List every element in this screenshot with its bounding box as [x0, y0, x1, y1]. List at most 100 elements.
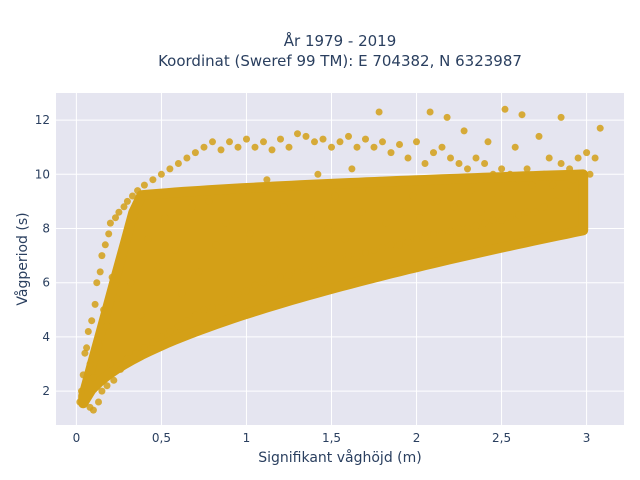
- scatter-point-187: [557, 113, 565, 121]
- scatter-point-161: [481, 160, 489, 167]
- scatter-point-179: [532, 176, 540, 184]
- scatter-point-101: [311, 138, 318, 146]
- data-points: [76, 105, 604, 414]
- scatter-point-165: [489, 216, 497, 224]
- scatter-point-134: [404, 154, 412, 162]
- scatter-point-20: [101, 241, 109, 249]
- scatter-point-138: [413, 235, 420, 243]
- scatter-point-163: [484, 138, 492, 146]
- scatter-point-147: [438, 230, 446, 238]
- scatter-point-60: [191, 311, 199, 319]
- scatter-point-110: [336, 138, 344, 146]
- scatter-point-169: [501, 105, 509, 113]
- scatter-point-82: [256, 208, 264, 216]
- scatter-point-78: [243, 287, 250, 295]
- scatter-point-21: [103, 382, 111, 390]
- scatter-point-96: [294, 268, 301, 276]
- scatter-point-39: [134, 187, 142, 195]
- scatter-point-153: [455, 225, 463, 232]
- y-axis-title: Vågperiod (s): [14, 212, 31, 305]
- scatter-point-146: [438, 143, 446, 151]
- scatter-point-34: [123, 355, 131, 363]
- scatter-point-137: [413, 138, 420, 146]
- y-tick-label: 6: [42, 276, 50, 290]
- scatter-point-115: [348, 165, 356, 173]
- scatter-point-140: [421, 160, 429, 167]
- scatter-point-77: [243, 135, 250, 143]
- scatter-point-189: [562, 187, 570, 195]
- y-tick-labels: 2 4 6 8 10 12: [35, 113, 50, 398]
- scatter-point-131: [396, 141, 403, 148]
- scatter-point-175: [518, 111, 526, 119]
- scatter-point-184: [545, 154, 553, 162]
- scatter-point-79: [246, 230, 254, 238]
- scatter-point-103: [314, 170, 322, 178]
- scatter-point-124: [375, 108, 383, 116]
- y-tick-label: 2: [42, 384, 50, 398]
- scatter-point-144: [430, 230, 437, 238]
- scatter-point-62: [200, 143, 208, 151]
- scatter-point-22: [103, 322, 111, 330]
- scatter-point-130: [392, 176, 400, 184]
- scatter-point-41: [140, 181, 148, 189]
- scatter-point-58: [188, 203, 196, 211]
- scatter-point-159: [472, 222, 480, 230]
- scatter-point-56: [183, 154, 191, 162]
- scatter-point-117: [353, 252, 361, 260]
- x-tick-label: 1,5: [322, 431, 341, 445]
- scatter-point-116: [353, 143, 361, 151]
- scatter-point-83: [260, 138, 267, 146]
- x-axis-title: Signifikant våghöjd (m): [258, 449, 421, 466]
- scatter-point-74: [234, 143, 242, 151]
- scatter-point-177: [523, 208, 531, 216]
- scatter-point-54: [174, 322, 182, 330]
- scatter-point-25: [106, 360, 114, 368]
- scatter-point-92: [285, 143, 293, 151]
- scatter-point-139: [416, 214, 424, 222]
- scatter-point-104: [319, 135, 327, 143]
- scatter-point-111: [336, 254, 344, 262]
- scatter-point-106: [324, 225, 332, 232]
- scatter-point-71: [226, 138, 233, 146]
- scatter-point-172: [511, 143, 519, 151]
- scatter-point-160: [477, 208, 485, 216]
- scatter-point-88: [273, 246, 281, 254]
- scatter-point-154: [460, 127, 468, 135]
- scatter-point-114: [345, 252, 352, 260]
- scatter-point-0: [76, 398, 84, 406]
- scatter-point-19: [100, 306, 108, 314]
- scatter-point-97: [297, 235, 305, 243]
- scatter-point-129: [387, 241, 395, 249]
- scatter-point-180: [532, 208, 540, 216]
- scatter-point-8: [86, 360, 94, 368]
- scatter-point-193: [579, 181, 587, 189]
- scatter-point-178: [528, 181, 536, 189]
- scatter-point-64: [205, 197, 213, 205]
- x-tick-label: 0,5: [152, 431, 171, 445]
- scatter-point-48: [157, 333, 165, 341]
- scatter-point-36: [127, 279, 135, 287]
- scatter-point-121: [365, 187, 373, 195]
- scatter-point-120: [362, 249, 369, 257]
- scatter-point-13: [93, 279, 101, 287]
- scatter-point-76: [239, 187, 247, 195]
- scatter-point-149: [447, 154, 454, 162]
- scatter-point-29: [113, 295, 121, 303]
- scatter-point-188: [557, 160, 565, 167]
- scatter-point-145: [433, 197, 441, 205]
- scatter-point-93: [285, 271, 293, 279]
- scatter-point-156: [464, 225, 471, 232]
- scatter-point-173: [515, 176, 523, 184]
- scatter-point-45: [149, 338, 157, 346]
- scatter-point-85: [263, 176, 271, 184]
- scatter-point-5: [81, 382, 89, 390]
- scatter-point-99: [302, 265, 310, 273]
- scatter-point-197: [596, 124, 604, 132]
- scatter-point-151: [450, 203, 458, 211]
- scatter-point-105: [319, 260, 327, 268]
- scatter-point-164: [489, 170, 497, 178]
- scatter-point-168: [498, 216, 506, 224]
- scatter-point-63: [200, 306, 208, 314]
- scatter-point-174: [515, 211, 523, 219]
